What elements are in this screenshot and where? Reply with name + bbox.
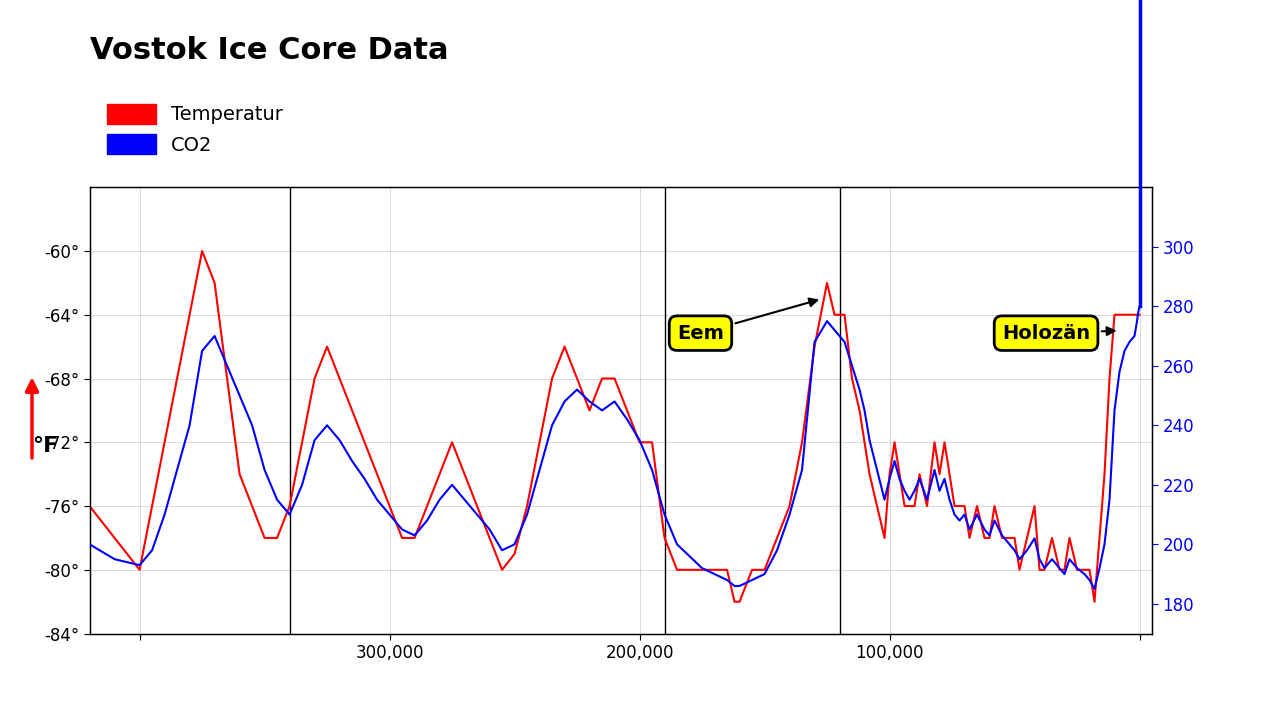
Text: Holozän: Holozän [1002, 324, 1115, 343]
Text: Vostok Ice Core Data: Vostok Ice Core Data [90, 36, 448, 65]
Legend: Temperatur, CO2: Temperatur, CO2 [100, 96, 291, 163]
Text: °F: °F [32, 436, 59, 456]
Text: Eem: Eem [677, 299, 817, 343]
